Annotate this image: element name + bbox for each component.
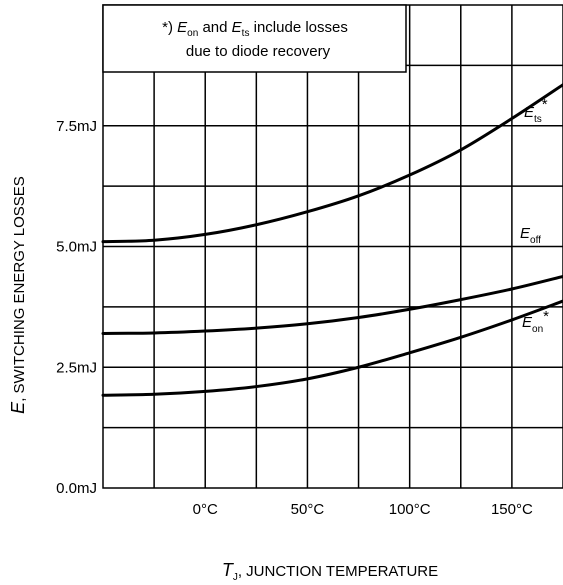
series-layer [101, 83, 563, 397]
series-line-eoff [101, 274, 563, 335]
x-tick-label: 0°C [193, 501, 218, 518]
series-line-eon [101, 299, 563, 397]
x-axis-title: TJ, JUNCTION TEMPERATURE [222, 560, 438, 583]
annotation-line-1: *) Eon and Ets include losses [162, 19, 348, 39]
series-label-ets: Ets* [524, 96, 548, 125]
horizontal-grid [103, 64, 563, 429]
x-tick-label: 50°C [291, 501, 325, 518]
y-tick-labels: 0.0mJ 2.5mJ 5.0mJ 7.5mJ [56, 118, 97, 497]
series-line-ets [101, 83, 563, 244]
x-tick-label: 150°C [491, 501, 533, 518]
y-tick-label: 2.5mJ [56, 359, 97, 376]
x-tick-labels: 0°C 50°C 100°C 150°C [193, 501, 533, 518]
y-tick-label: 7.5mJ [56, 118, 97, 135]
annotation-line-2: due to diode recovery [186, 43, 331, 60]
y-axis-title: E, SWITCHING ENERGY LOSSES [8, 176, 28, 414]
x-tick-label: 100°C [389, 501, 431, 518]
series-label-eon: Eon* [522, 308, 549, 335]
series-label-eoff: Eoff [520, 225, 541, 246]
y-tick-label: 0.0mJ [56, 480, 97, 497]
y-tick-label: 5.0mJ [56, 239, 97, 256]
annotation-box [102, 4, 407, 73]
